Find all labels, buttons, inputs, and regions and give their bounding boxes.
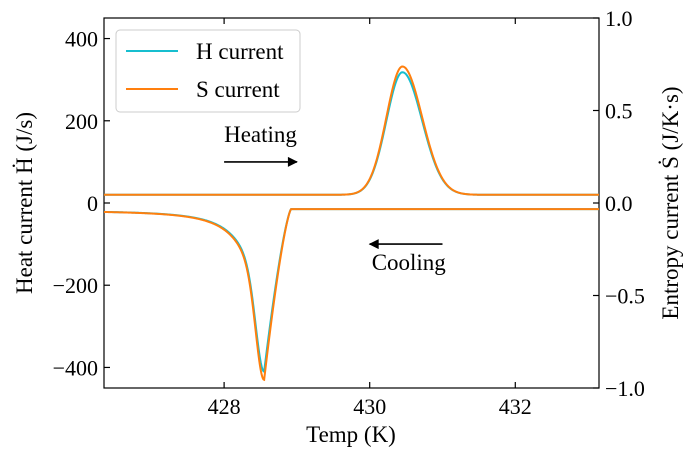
x-axis-label: Temp (K) [306, 422, 396, 447]
series-line-h-current-cooling [104, 208, 599, 373]
legend-label-s-current: S current [196, 77, 280, 102]
y-left-tick-label: 0 [87, 191, 98, 216]
y-axis-label-right: Entropy current Ṡ (J/K·s) [658, 86, 683, 319]
series-line-s-current-cooling [104, 208, 599, 382]
y-left-tick-label: −400 [53, 355, 98, 380]
y-left-tick-label: 400 [65, 27, 98, 52]
x-tick-label: 428 [208, 394, 241, 419]
legend-label-h-current: H current [196, 39, 284, 64]
annotation-heating: Heating [224, 122, 297, 147]
annotation-cooling: Cooling [372, 250, 447, 275]
y-right-tick-label: −0.5 [605, 284, 645, 309]
y-left-tick-label: 200 [65, 109, 98, 134]
y-right-tick-label: 0.5 [605, 99, 633, 124]
x-tick-label: 432 [499, 394, 532, 419]
series-line-s-current-heating [104, 65, 599, 196]
annotation-layer: Heating Cooling [224, 122, 446, 275]
y-right-tick-label: 1.0 [605, 6, 633, 31]
y-left-tick-label: −200 [53, 273, 98, 298]
legend: H current S current [115, 29, 301, 113]
y-right-tick-label: −1.0 [605, 376, 645, 401]
x-tick-label: 430 [353, 394, 386, 419]
series-layer [104, 65, 599, 382]
ticks-layer: 428 430 432 400 200 0 −200 −400 1.0 0.5 0.0 −0.5 −1.… [53, 6, 645, 419]
y-right-tick-label: 0.0 [605, 191, 633, 216]
y-axis-label-left: Heat current Ḣ (J/s) [12, 112, 37, 294]
